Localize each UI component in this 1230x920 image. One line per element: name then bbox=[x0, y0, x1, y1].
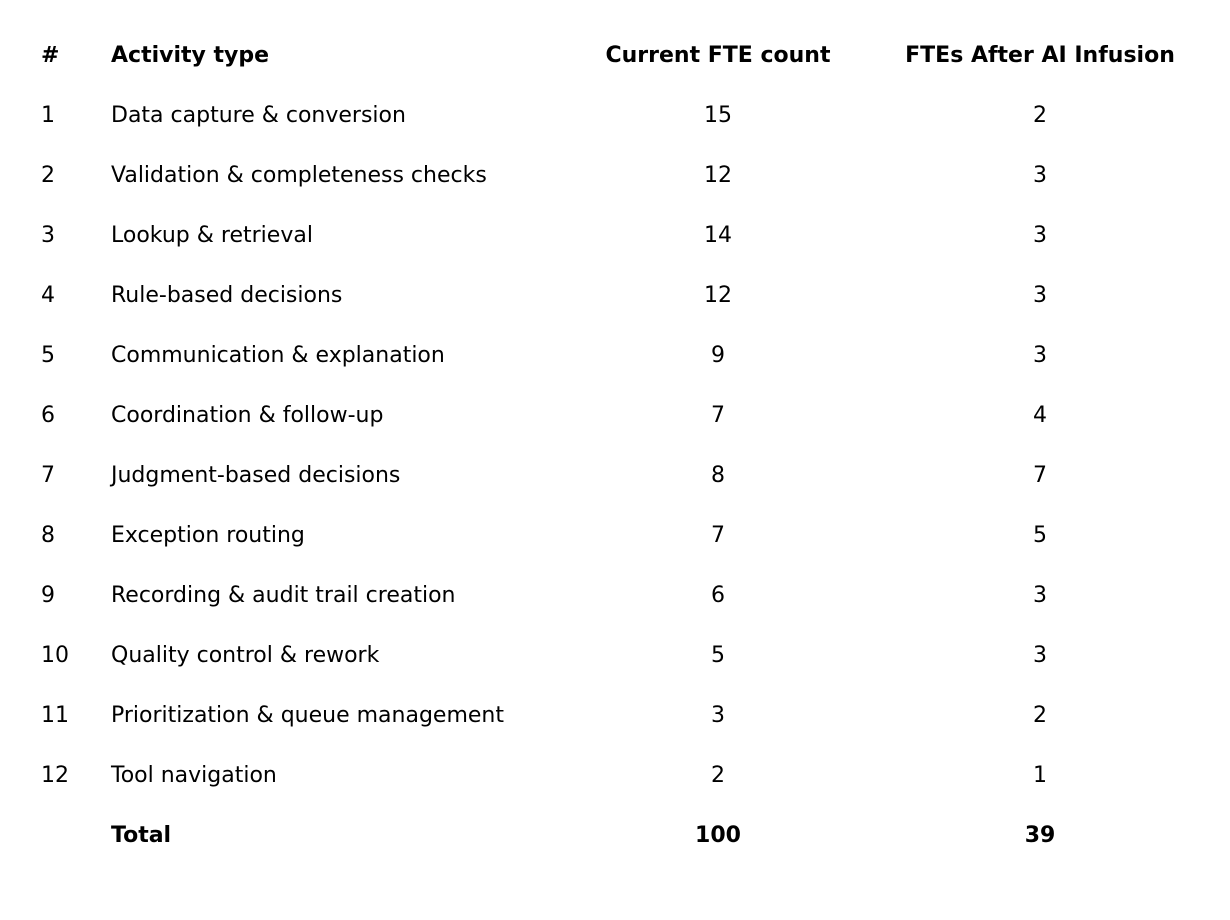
after-ai-fte-cell: 7 bbox=[1033, 462, 1047, 488]
row-number: 10 bbox=[41, 642, 69, 668]
after-ai-fte-cell: 5 bbox=[1033, 522, 1047, 548]
table-row: 12 Tool navigation 2 1 bbox=[41, 746, 1230, 806]
current-fte-cell: 6 bbox=[711, 582, 725, 608]
table-row: 9 Recording & audit trail creation 6 3 bbox=[41, 566, 1230, 626]
current-fte-cell: 12 bbox=[704, 162, 732, 188]
after-ai-fte-cell: 3 bbox=[1033, 642, 1047, 668]
after-ai-fte-cell: 2 bbox=[1033, 702, 1047, 728]
after-ai-fte-cell: 3 bbox=[1033, 582, 1047, 608]
table-row: 2 Validation & completeness checks 12 3 bbox=[41, 146, 1230, 206]
table-row: 6 Coordination & follow-up 7 4 bbox=[41, 386, 1230, 446]
current-fte-cell: 7 bbox=[711, 402, 725, 428]
row-number: 1 bbox=[41, 102, 55, 128]
activity-type-cell: Exception routing bbox=[111, 522, 305, 548]
table-total-row: Total 100 39 bbox=[41, 806, 1230, 866]
activity-type-cell: Lookup & retrieval bbox=[111, 222, 313, 248]
current-fte-cell: 14 bbox=[704, 222, 732, 248]
table-row: 5 Communication & explanation 9 3 bbox=[41, 326, 1230, 386]
after-ai-fte-cell: 3 bbox=[1033, 342, 1047, 368]
column-header-ftes-after-ai: FTEs After AI Infusion bbox=[905, 42, 1175, 68]
row-number: 5 bbox=[41, 342, 55, 368]
row-number: 3 bbox=[41, 222, 55, 248]
after-ai-fte-cell: 2 bbox=[1033, 102, 1047, 128]
current-fte-cell: 12 bbox=[704, 282, 732, 308]
activity-type-cell: Validation & completeness checks bbox=[111, 162, 487, 188]
row-number: 4 bbox=[41, 282, 55, 308]
activity-type-cell: Quality control & rework bbox=[111, 642, 380, 668]
table-row: 7 Judgment-based decisions 8 7 bbox=[41, 446, 1230, 506]
table-row: 8 Exception routing 7 5 bbox=[41, 506, 1230, 566]
activity-type-cell: Data capture & conversion bbox=[111, 102, 406, 128]
row-number: 12 bbox=[41, 762, 69, 788]
table-row: 4 Rule-based decisions 12 3 bbox=[41, 266, 1230, 326]
column-header-activity-type: Activity type bbox=[111, 42, 270, 68]
current-fte-cell: 8 bbox=[711, 462, 725, 488]
row-number: 9 bbox=[41, 582, 55, 608]
table-row: 1 Data capture & conversion 15 2 bbox=[41, 86, 1230, 146]
activity-type-cell: Judgment-based decisions bbox=[111, 462, 401, 488]
table-row: 3 Lookup & retrieval 14 3 bbox=[41, 206, 1230, 266]
after-ai-fte-cell: 1 bbox=[1033, 762, 1047, 788]
row-number: 7 bbox=[41, 462, 55, 488]
activity-type-cell: Tool navigation bbox=[111, 762, 277, 788]
column-header-current-fte: Current FTE count bbox=[605, 42, 831, 68]
current-fte-cell: 3 bbox=[711, 702, 725, 728]
after-ai-fte-cell: 3 bbox=[1033, 282, 1047, 308]
total-after-fte-value: 39 bbox=[1024, 822, 1056, 848]
table-header-row: # Activity type Current FTE count FTEs A… bbox=[41, 26, 1230, 86]
activity-type-cell: Recording & audit trail creation bbox=[111, 582, 456, 608]
current-fte-cell: 7 bbox=[711, 522, 725, 548]
row-number: 2 bbox=[41, 162, 55, 188]
activity-type-cell: Rule-based decisions bbox=[111, 282, 343, 308]
total-current-fte-value: 100 bbox=[695, 822, 741, 848]
current-fte-cell: 5 bbox=[711, 642, 725, 668]
table-row: 10 Quality control & rework 5 3 bbox=[41, 626, 1230, 686]
after-ai-fte-cell: 3 bbox=[1033, 162, 1047, 188]
table-body: 1 Data capture & conversion 15 2 2 Valid… bbox=[41, 86, 1230, 806]
current-fte-cell: 9 bbox=[711, 342, 725, 368]
current-fte-cell: 2 bbox=[711, 762, 725, 788]
total-label: Total bbox=[111, 822, 172, 848]
after-ai-fte-cell: 4 bbox=[1033, 402, 1047, 428]
row-number: 6 bbox=[41, 402, 55, 428]
activity-type-cell: Coordination & follow-up bbox=[111, 402, 384, 428]
row-number: 8 bbox=[41, 522, 55, 548]
activity-type-cell: Prioritization & queue management bbox=[111, 702, 504, 728]
fte-activity-table: # Activity type Current FTE count FTEs A… bbox=[41, 26, 1230, 866]
column-header-number: # bbox=[41, 42, 60, 68]
row-number: 11 bbox=[41, 702, 69, 728]
table-row: 11 Prioritization & queue management 3 2 bbox=[41, 686, 1230, 746]
activity-type-cell: Communication & explanation bbox=[111, 342, 445, 368]
current-fte-cell: 15 bbox=[704, 102, 732, 128]
after-ai-fte-cell: 3 bbox=[1033, 222, 1047, 248]
